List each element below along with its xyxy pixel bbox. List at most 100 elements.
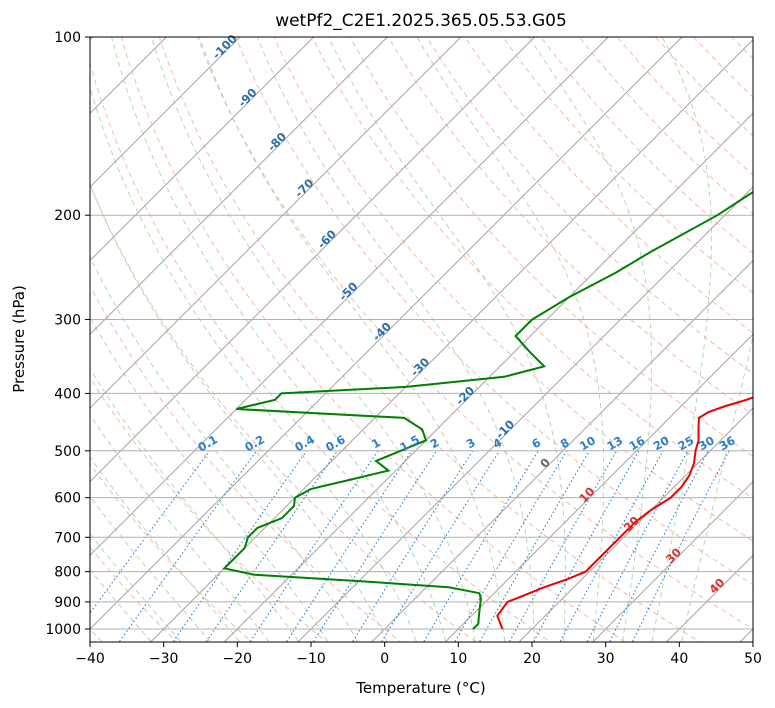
y-tick-label: 100 [54,30,81,46]
moist-adiabat-line [111,37,447,642]
isotherm-label: -100 [210,32,240,62]
moist-adiabat-line [681,333,753,642]
mixing-ratio-line [381,450,500,642]
isotherm-label: 0 [537,455,553,471]
isotherm-label: -40 [369,319,394,344]
moist-adiabat-line [416,37,605,642]
x-tick-label: −40 [75,651,105,667]
dry-adiabat-line [464,37,753,334]
moist-adiabat-line [198,37,506,642]
mixing-ratio-label: 20 [651,433,672,453]
pressure-grid [90,37,753,630]
x-axis-label: Temperature (°C) [355,679,485,697]
isotherm-label: -20 [453,383,478,408]
mixing-ratio-label: 3 [464,435,478,451]
x-tick-label: 40 [670,651,688,667]
moist-adiabat-line [90,183,388,642]
x-tick-label: −10 [296,651,326,667]
y-tick-label: 500 [54,444,81,460]
moist-adiabat-line [151,37,476,642]
mixing-ratio-label: 30 [696,433,717,453]
plot-frame [89,36,754,643]
mixing-ratio-label: 36 [717,433,738,453]
y-tick-label: 800 [54,565,81,581]
y-axis: 100 200 300 400 500 600 700 800 900 1000 [45,30,90,638]
x-tick-label: 20 [523,651,541,667]
background-lines [90,37,753,642]
y-tick-label: 900 [54,595,81,611]
isotherm-label: -30 [408,355,433,380]
mixing-ratio-label: 16 [626,433,647,453]
dry-adiabat-line [425,37,753,375]
dry-adiabat-line [90,183,477,642]
dry-adiabat-line [273,37,753,542]
isotherm-line [90,37,167,114]
mixing-ratio-line [313,450,438,642]
mixing-ratio-line [172,450,308,642]
mixing-ratio-line [423,450,539,642]
dry-adiabat-line [654,37,753,137]
isotherm-line [150,39,753,642]
dry-adiabat-line [540,37,753,254]
y-tick-label: 300 [54,312,81,328]
mixing-ratio-line [119,450,258,642]
x-tick-label: −30 [149,651,179,667]
dry-adiabat-line [502,37,753,294]
mixing-ratio-label: 25 [675,433,696,453]
moist-adiabat-line [90,367,299,642]
chart-title: wetPf2_C2E1.2025.365.05.53.G05 [275,11,567,31]
moist-adiabat-line [90,533,181,642]
moist-adiabat-line [90,86,417,642]
mixing-ratio-line [90,450,211,615]
mixing-ratio-label: 6 [529,435,543,451]
isotherm-line [444,333,753,642]
dry-adiabat-line [616,37,753,176]
isotherm-line [297,186,753,642]
y-tick-label: 1000 [45,622,81,638]
mixing-ratio-line [352,450,474,642]
isotherm-label: -60 [315,227,340,252]
mixing-ratio-line [249,450,379,642]
dry-adiabat-line [235,37,753,586]
x-tick-label: 30 [597,651,615,667]
mixing-ratio-label: 2 [428,435,442,451]
isotherm-line [223,112,753,642]
dry-adiabat-line [158,37,701,642]
x-tick-label: 0 [380,651,389,667]
y-tick-label: 200 [54,208,81,224]
isotherm-line [90,37,683,630]
y-axis-label: Pressure (hPa) [10,285,28,393]
mixing-ratio-line [286,450,413,642]
isotherm-label: -50 [336,279,361,304]
mixing-ratio-label: 10 [577,433,598,453]
dry-adiabat-line [197,37,753,630]
temperature-series-line [496,396,753,630]
moist-adiabat-line [256,37,535,642]
mixing-ratio-line [509,450,618,642]
isotherm-line [371,260,753,642]
moist-adiabat-line [90,256,358,642]
moist-adiabat-line [90,316,329,642]
isotherm-line [90,37,241,188]
dry-adiabat-line [90,463,253,642]
dry-adiabat-line [120,37,627,642]
dry-adiabat-line [90,285,402,642]
y-tick-label: 400 [54,386,81,402]
dry-adiabat-line [311,37,753,499]
mixing-ratio-label: 1 [369,435,383,451]
isotherm-label: -80 [265,130,290,155]
moist-adiabat-line [327,37,566,642]
moist-adiabat-line [90,569,152,642]
x-tick-label: 10 [449,651,467,667]
mixing-ratio-line [632,450,730,642]
isotherm-label: -90 [235,85,260,110]
series-layer [222,190,753,630]
mixing-ratio-line [559,450,664,642]
isotherm-line [592,481,753,642]
moist-adiabat-line [528,37,652,642]
isotherm-label: 10 [576,484,597,505]
dry-adiabat-line [692,37,753,98]
x-axis: −40 −30 −20 −10 0 10 20 30 40 50 [75,642,762,667]
dry-adiabat-line [90,546,178,642]
